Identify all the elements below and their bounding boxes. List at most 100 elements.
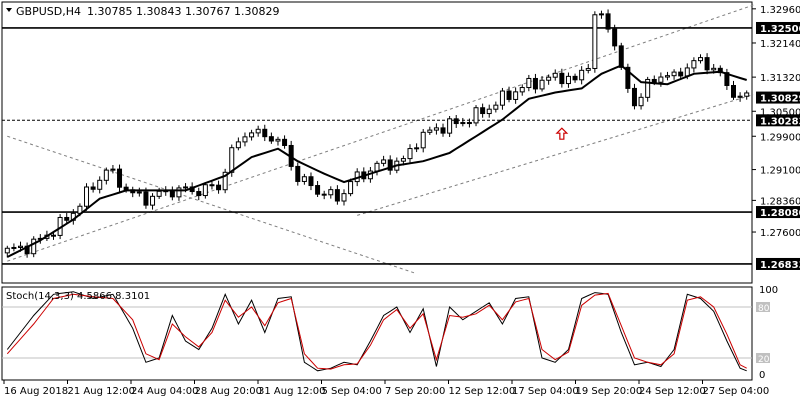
candle-body — [552, 72, 558, 78]
candle-body — [427, 129, 433, 133]
up-arrow-icon[interactable] — [555, 127, 569, 140]
candle-body — [724, 72, 730, 86]
candle-body — [420, 131, 426, 149]
candle-body — [328, 189, 334, 196]
candle-body — [414, 147, 420, 150]
moving-average-line — [6, 64, 747, 258]
candle-body — [31, 238, 37, 255]
candle-body — [282, 138, 288, 146]
candle-body — [697, 57, 703, 62]
candle-body — [460, 122, 466, 125]
candle-body — [136, 191, 142, 194]
candle-body — [334, 189, 340, 202]
candle-body — [579, 69, 585, 81]
stoch-level-text: 80 — [758, 304, 770, 314]
candle-body — [249, 132, 255, 138]
stochastic-pane-border — [1, 286, 753, 381]
ohlc-values: 1.30785 1.30843 1.30767 1.30829 — [87, 5, 279, 18]
candle-body — [196, 191, 202, 197]
candle-body — [565, 75, 571, 85]
candle-body — [51, 234, 57, 237]
time-tick-label: 12 Sep 12:00 — [449, 386, 516, 397]
time-tick-label: 16 Aug 2018 — [4, 386, 68, 397]
candle-body — [730, 84, 736, 98]
candle-body — [321, 193, 327, 196]
candle-body — [618, 45, 624, 68]
candle-body — [64, 216, 70, 221]
stochastic-lines — [6, 291, 747, 372]
candle-body — [744, 92, 750, 97]
candle-body — [295, 165, 301, 182]
level-tag-text: 1.30829 — [760, 94, 800, 105]
candle-body — [11, 246, 17, 249]
horizontal-levels[interactable] — [2, 27, 752, 265]
candle-body — [625, 66, 631, 89]
price-tick-label: 1.30500 — [760, 107, 800, 118]
price-tick-label: 1.29100 — [760, 166, 800, 177]
time-tick-label: 24 Aug 04:00 — [131, 386, 198, 397]
candle-body — [176, 187, 182, 198]
symbol-label: GBPUSD,H4 — [16, 5, 81, 18]
level-tag-1.30283 — [756, 114, 800, 127]
time-tick-label: 31 Aug 12:00 — [258, 386, 325, 397]
candle-body — [387, 159, 393, 171]
price-tick-label: 1.28360 — [760, 196, 800, 207]
price-tick-label: 1.31320 — [760, 73, 800, 84]
candle-body — [341, 193, 347, 202]
price-tick-label: 1.27600 — [760, 228, 800, 239]
level-tag-1.26833 — [756, 257, 800, 270]
moving-average-path — [6, 64, 747, 258]
candle-body — [183, 186, 189, 189]
candle-body — [381, 159, 387, 164]
candle-body — [499, 90, 505, 106]
candle-body — [110, 168, 116, 171]
candle-body — [631, 87, 637, 107]
candle-body — [711, 67, 717, 71]
candle-body — [572, 75, 578, 81]
candle-body — [678, 71, 684, 77]
time-tick-label: 17 Sep 04:00 — [512, 386, 579, 397]
candle-body — [486, 108, 492, 115]
stoch-level-text: 20 — [758, 355, 770, 365]
candle-body — [612, 28, 618, 47]
price-pane-border — [1, 1, 753, 284]
candle-body — [519, 87, 525, 93]
candle-body — [150, 195, 156, 206]
candle-body — [480, 107, 486, 115]
level-tag-text: 1.32500 — [760, 24, 800, 35]
candle-body — [407, 148, 413, 160]
candle-body — [651, 78, 657, 83]
candle-body — [559, 72, 565, 85]
level-tag-1.32500 — [756, 21, 800, 34]
time-tick-label: 19 Sep 20:00 — [576, 386, 643, 397]
candle-body — [143, 191, 149, 206]
time-tick-label: 7 Sep 20:00 — [385, 386, 445, 397]
time-tick-label: 21 Aug 12:00 — [68, 386, 135, 397]
stoch-level-100: 100 — [759, 285, 778, 296]
candle-body — [400, 158, 406, 162]
candle-body — [97, 179, 103, 190]
candle-body — [684, 67, 690, 77]
candle-body — [532, 77, 538, 90]
price-pane[interactable]: 1.32500 1.30829 1.30283 1.28080 1.26833 1.329… — [1, 1, 800, 284]
candle-body — [592, 14, 598, 69]
candle-body — [638, 96, 644, 107]
candle-body — [229, 147, 235, 173]
candle-body — [301, 176, 307, 182]
annotations[interactable] — [555, 127, 569, 140]
candle-body — [473, 107, 479, 124]
candle-body — [103, 169, 109, 181]
candle-body — [169, 190, 175, 198]
collapse-triangle-icon[interactable] — [6, 8, 12, 12]
level-tag-text: 1.30283 — [760, 116, 800, 127]
price-tick-label: 1.32960 — [760, 5, 800, 16]
candle-body — [348, 181, 354, 195]
candle-body — [658, 76, 664, 83]
candle-body — [546, 76, 552, 81]
symbol-header: GBPUSD,H4 1.30785 1.30843 1.30767 1.3082… — [6, 5, 279, 18]
candle-body — [262, 128, 268, 138]
candle-body — [585, 67, 591, 71]
